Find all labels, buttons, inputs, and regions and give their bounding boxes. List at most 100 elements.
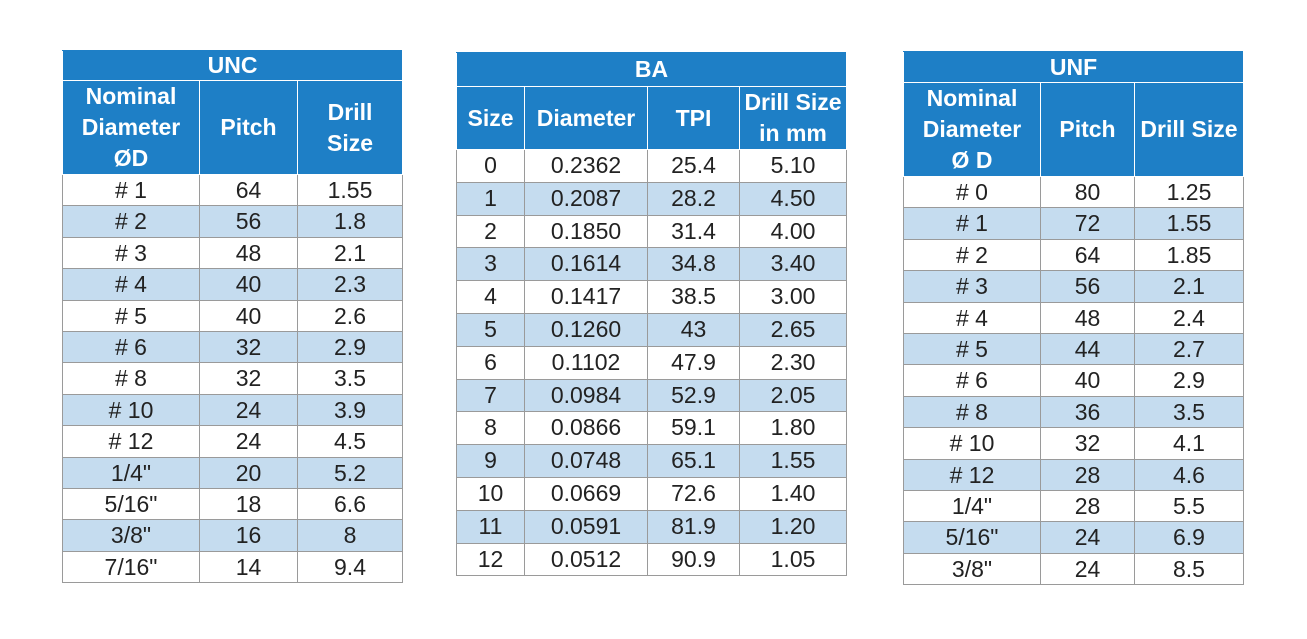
table-row: 5 0.1260 43 2.65: [456, 312, 848, 347]
table-cell: 5/16": [903, 521, 1041, 554]
table-cell: 28: [1040, 458, 1135, 492]
table-cell: 0.0591: [524, 509, 648, 544]
table-cell: 1/4": [62, 456, 200, 490]
table-row: # 5 40 2.6: [62, 299, 404, 333]
table-cell: 32: [1040, 427, 1135, 460]
table-cell: 24: [199, 393, 298, 427]
table-cell: 34.8: [647, 247, 740, 282]
table-row: # 4 48 2.4: [903, 301, 1244, 335]
table-row: 7 0.0984 52.9 2.05: [456, 378, 848, 413]
table-cell: 1.55: [738, 444, 848, 478]
ba-size-header: Size: [456, 86, 525, 150]
table-cell: 4.50: [738, 181, 848, 216]
table-cell: 36: [1040, 395, 1135, 429]
table-cell: 8: [456, 411, 525, 446]
table-cell: 0.1417: [524, 280, 648, 314]
table-row: # 1 72 1.55: [903, 207, 1244, 240]
table-cell: 40: [1040, 364, 1135, 397]
table-cell: # 1: [62, 173, 200, 207]
table-cell: 40: [199, 268, 298, 301]
ba-title: BA: [455, 52, 848, 87]
table-cell: 2.3: [296, 268, 404, 301]
table-cell: 3.00: [738, 280, 848, 314]
table-cell: 11: [456, 509, 525, 544]
table-cell: 3.40: [738, 247, 848, 282]
unf-nominal-line3: Ø D: [951, 147, 993, 173]
table-cell: 28.2: [647, 181, 740, 216]
table-cell: # 3: [62, 236, 200, 270]
ba-drill-size-header: Drill Size in mm: [738, 86, 848, 150]
table-row: # 0 80 1.25: [903, 175, 1244, 209]
table-cell: 44: [1040, 333, 1135, 366]
table-cell: 2.05: [738, 378, 848, 413]
table-row: 10 0.0669 72.6 1.40: [456, 476, 848, 511]
table-row: 12 0.0512 90.9 1.05: [456, 542, 848, 577]
table-cell: 1.40: [738, 476, 848, 511]
table-row: 2 0.1850 31.4 4.00: [456, 214, 848, 249]
table-row: # 12 28 4.6: [903, 458, 1244, 492]
table-cell: 14: [199, 550, 298, 584]
table-row: # 3 56 2.1: [903, 270, 1244, 303]
table-cell: 2.9: [1134, 364, 1244, 397]
table-cell: 48: [199, 236, 298, 270]
table-cell: 12: [456, 542, 525, 577]
unc-nominal-line1: Nominal: [85, 83, 177, 109]
table-cell: 56: [199, 205, 298, 238]
table-cell: # 8: [62, 362, 200, 395]
unf-pitch-header: Pitch: [1040, 82, 1135, 177]
table-cell: 16: [199, 519, 298, 552]
unc-drill-line1: Drill: [327, 98, 373, 125]
table-cell: 1.8: [296, 205, 404, 238]
table-row: 1/4" 28 5.5: [903, 490, 1244, 523]
table-cell: 7/16": [62, 550, 200, 584]
table-cell: 2.6: [296, 299, 404, 333]
table-row: # 5 44 2.7: [903, 333, 1244, 366]
table-cell: 6.6: [296, 488, 404, 521]
table-cell: 1.85: [1134, 238, 1244, 272]
table-cell: 3/8": [62, 519, 200, 552]
table-cell: 31.4: [647, 214, 740, 249]
unf-nominal-line1: Nominal: [926, 85, 1018, 111]
unf-title: UNF: [903, 51, 1244, 83]
unf-body: # 0 80 1.25 # 1 72 1.55 # 2 64 1.85 # 3 56 2.1 # 4 48…: [903, 175, 1244, 586]
table-cell: 0: [456, 149, 525, 183]
table-cell: 2.4: [1134, 301, 1244, 335]
ba-diameter-header: Diameter: [524, 86, 648, 150]
table-cell: 4.6: [1134, 458, 1244, 492]
table-cell: 10: [456, 476, 525, 511]
table-row: # 12 24 4.5: [62, 425, 404, 458]
table-cell: 1.05: [738, 542, 848, 577]
table-cell: 2.9: [296, 331, 404, 364]
table-cell: # 8: [903, 395, 1041, 429]
table-row: 4 0.1417 38.5 3.00: [456, 280, 848, 314]
table-cell: 0.1850: [524, 214, 648, 249]
table-row: # 2 64 1.85: [903, 238, 1244, 272]
table-row: 3/8" 16 8: [62, 519, 404, 552]
table-cell: 25.4: [647, 149, 740, 183]
table-cell: 5.2: [296, 456, 404, 490]
table-row: # 10 24 3.9: [62, 393, 404, 427]
table-cell: 5.10: [738, 149, 848, 183]
table-cell: 8: [296, 519, 404, 552]
table-cell: 1: [456, 181, 525, 216]
table-cell: 1.20: [738, 509, 848, 544]
table-row: # 10 32 4.1: [903, 427, 1244, 460]
unc-drill-line2: Size: [327, 129, 374, 156]
table-cell: 5: [456, 312, 525, 347]
unc-body: # 1 64 1.55 # 2 56 1.8 # 3 48 2.1 # 4 40 2.3 # 5 40 2.…: [62, 173, 404, 584]
unc-table: UNC Nominal Diameter ØD Pitch Drill Size…: [61, 50, 404, 584]
table-cell: # 2: [903, 238, 1041, 272]
table-row: 5/16" 24 6.9: [903, 521, 1244, 554]
table-row: 5/16" 18 6.6: [62, 488, 404, 521]
table-cell: 3.5: [296, 362, 404, 395]
table-row: # 8 36 3.5: [903, 395, 1244, 429]
table-cell: 0.0984: [524, 378, 648, 413]
table-cell: 80: [1040, 175, 1135, 209]
table-cell: 52.9: [647, 378, 740, 413]
table-cell: 24: [199, 425, 298, 458]
table-cell: # 2: [62, 205, 200, 238]
table-cell: 1/4": [903, 490, 1041, 523]
table-cell: 4.1: [1134, 427, 1244, 460]
unc-drill-size-header: Drill Size: [296, 80, 404, 175]
